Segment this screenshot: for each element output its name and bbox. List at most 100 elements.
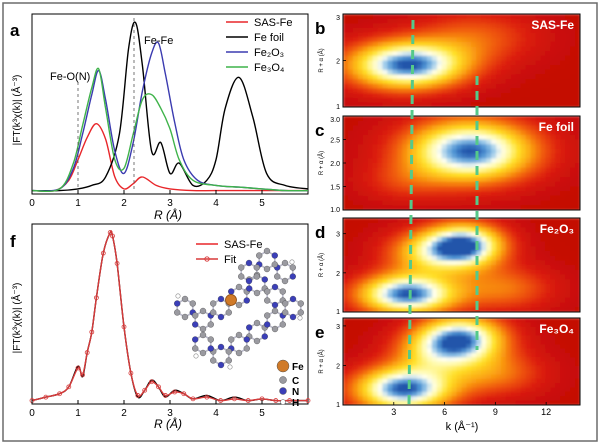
heatmap-cell (372, 134, 379, 141)
heatmap-cell (555, 352, 561, 358)
heatmap-cell (456, 79, 463, 85)
heatmap-cell (510, 322, 517, 328)
heatmap-cell (446, 283, 453, 290)
heatmap-cell (476, 46, 482, 52)
heatmap-cell (397, 172, 403, 178)
heatmap-cell (525, 365, 532, 371)
heatmap-cell (407, 391, 413, 397)
heatmap-cell (520, 288, 527, 294)
nitrogen-atom (271, 252, 278, 259)
heatmap-cell (436, 27, 443, 34)
heatmap-cell (466, 144, 472, 150)
heatmap-cell (510, 148, 517, 155)
heatmap-cell (510, 116, 517, 122)
heatmap-cell (422, 279, 428, 285)
heatmap-cell (446, 302, 453, 308)
heatmap-cell (555, 400, 561, 405)
heatmap-cell (560, 14, 566, 20)
heatmap-cell (357, 241, 364, 247)
heatmap-cell (422, 269, 428, 275)
heatmap-cell (461, 361, 468, 367)
heatmap-cell (446, 335, 453, 341)
heatmap-cell (451, 331, 458, 336)
heatmap-cell (491, 120, 497, 126)
heatmap-cell (461, 158, 468, 164)
heatmap-cell (407, 18, 413, 24)
heatmap-cell (357, 288, 364, 294)
heatmap-cell (352, 167, 359, 173)
heatmap-cell (352, 148, 359, 155)
heatmap-cell (426, 14, 433, 20)
heatmap-cell (505, 172, 512, 178)
heatmap-cell (540, 265, 547, 271)
heatmap-cell (422, 344, 428, 350)
heatmap-cell (530, 153, 537, 159)
heatmap-cell (570, 241, 576, 247)
heatmap-cell (412, 396, 418, 402)
heatmap-cell (446, 130, 453, 136)
carbon-atom (253, 319, 261, 327)
heatmap-cell (436, 205, 443, 210)
heatmap-cell (392, 125, 398, 131)
heatmap-cell (550, 335, 556, 341)
heatmap-cell (476, 88, 482, 94)
heatmap-cell (575, 335, 580, 341)
carbon-atom (207, 336, 214, 343)
heatmap-cell (555, 83, 561, 89)
heatmap-cell (446, 297, 453, 304)
heatmap-cell (412, 250, 418, 257)
heatmap-cell (392, 326, 398, 332)
heatmap-cell (456, 88, 463, 94)
heatmap-cell (525, 65, 532, 71)
heatmap-cell (520, 222, 527, 228)
nitrogen-atom (192, 321, 199, 328)
legend-label: Fe₂O₃ (254, 47, 284, 59)
heatmap-cell (436, 365, 443, 371)
heatmap-cell (530, 97, 537, 103)
heatmap-cell (540, 130, 547, 136)
heatmap-cell (446, 144, 453, 150)
heatmap-cell (525, 227, 532, 233)
heatmap-cell (530, 60, 537, 66)
heatmap-cell (446, 51, 453, 57)
heatmap-cell (387, 361, 393, 367)
heatmap-cell (426, 283, 433, 290)
heatmap-cell (560, 186, 566, 192)
heatmap-cell (377, 186, 384, 192)
heatmap-cell (426, 255, 433, 261)
heatmap-cell (372, 293, 379, 299)
heatmap-cell (501, 148, 507, 155)
heatmap-cell (343, 177, 349, 183)
heatmap-cell (451, 88, 458, 94)
heatmap-cell (486, 55, 492, 62)
heatmap-cell (362, 374, 369, 380)
heatmap-cell (565, 383, 571, 389)
heatmap-cell (555, 181, 561, 188)
heatmap-cell (560, 148, 566, 155)
heatmap-cell (540, 236, 547, 243)
heatmap-cell (436, 153, 443, 159)
heatmap-cell (347, 79, 354, 85)
heatmap-cell (530, 218, 537, 224)
heatmap-cell (471, 339, 477, 345)
heatmap-cell (372, 227, 379, 233)
heatmap-cell (372, 18, 379, 24)
heatmap-cell (461, 400, 468, 405)
heatmap-cell (436, 46, 443, 52)
heatmap-cell (436, 74, 443, 80)
heatmap-cell (466, 186, 472, 192)
heatmap-cell (387, 163, 393, 169)
heatmap-cell (565, 274, 571, 280)
heatmap-cell (540, 318, 547, 323)
heatmap-cell (357, 83, 364, 89)
heatmap-cell (496, 51, 502, 57)
heatmap-cell (343, 288, 349, 294)
heatmap-cell (436, 378, 443, 384)
heatmap-cell (382, 396, 389, 402)
heatmap-cell (402, 383, 408, 389)
heatmap-cell (491, 318, 497, 323)
heatmap-cell (377, 283, 384, 290)
nitrogen-atom (243, 297, 250, 304)
heatmap-cell (550, 191, 556, 197)
heatmap-cell (560, 232, 566, 238)
